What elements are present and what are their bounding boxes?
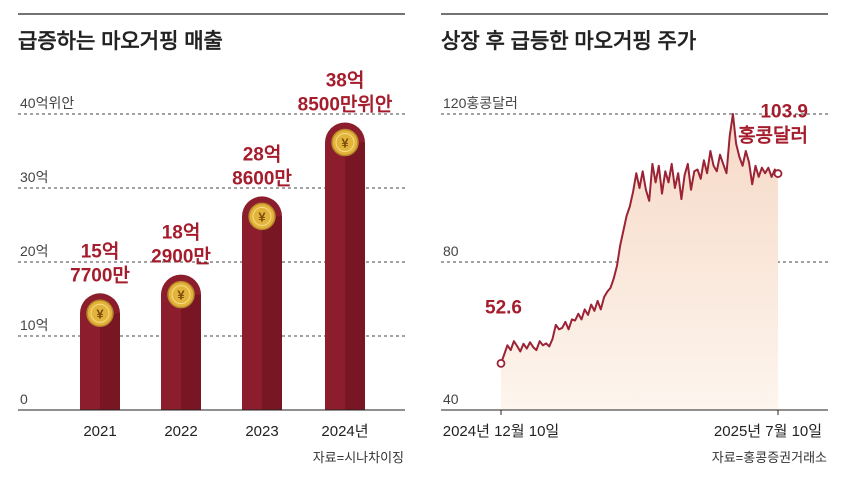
data-label-line1: 18억 [162, 222, 201, 244]
sales-y-tick-label: 40억위안 [20, 95, 74, 111]
yuan-coin-ring [335, 133, 355, 153]
stock-price-line [500, 113, 779, 364]
stock-source: 자료=홍콩증권거래소 [712, 450, 827, 465]
end-value-unit: 홍콩달러 [738, 124, 808, 147]
stock-chart-panel: 상장 후 급등한 마오거핑 주가 40 80 120홍콩달러 52.6 103.9 홍콩… [423, 0, 846, 480]
yuan-sign: ¥ [258, 209, 266, 224]
end-value-label: 103.9 [760, 102, 808, 123]
data-label-line2: 8600만 [232, 167, 292, 189]
sales-y-tick-label: 20억 [20, 243, 48, 259]
stock-price-area [501, 114, 778, 410]
data-label-line1: 28억 [243, 143, 282, 165]
data-label-line2: 2900만 [151, 246, 211, 268]
stock-price-chart: 상장 후 급등한 마오거핑 주가 40 80 120홍콩달러 52.6 103.9홍콩… [441, 13, 828, 465]
start-value-label: 52.6 [485, 297, 522, 318]
sales-chart-title: 급증하는 마오거핑 매출 [18, 30, 223, 53]
data-label-line2: 7700만 [70, 264, 130, 286]
yuan-coin-ring [252, 206, 272, 226]
x-tick-label: 2024년 [321, 423, 368, 440]
revenue-bar-shade [345, 142, 365, 410]
stock-y-tick-label: 80 [443, 243, 459, 259]
x-tick-label: 2023 [245, 423, 278, 440]
sales-y-tick-label: 0 [20, 391, 28, 407]
sales-bars: ¥ ¥ ¥ ¥ [80, 122, 365, 410]
yuan-sign: ¥ [341, 136, 349, 151]
sales-gridlines: 0 10억 20억 30억 40억위안 [18, 95, 405, 407]
revenue-bar-shade [100, 313, 120, 410]
start-point-marker [496, 358, 506, 368]
yuan-sign: ¥ [96, 306, 104, 321]
sales-y-tick-label: 10억 [20, 317, 48, 333]
x-tick-label: 2022 [164, 423, 197, 440]
sales-chart-panel: 급증하는 마오거핑 매출 0 10억 20억 30억 40억위안 ¥ ¥ ¥ ¥ 15억 770… [0, 0, 423, 480]
stock-x-tick-labels: 2024년 12월 10일 2025년 7월 10일 [443, 410, 822, 440]
stock-y-tick-label: 120홍콩달러 [443, 95, 518, 111]
data-label-line2: 8500만위안 [298, 94, 393, 116]
data-label-line1: 15억 [81, 240, 120, 262]
stock-chart-title: 상장 후 급등한 마오거핑 주가 [441, 29, 697, 53]
sales-y-tick-label: 30억 [20, 169, 48, 185]
sales-x-tick-labels: 2021 2022 2023 2024년 [83, 423, 368, 440]
stock-y-tick-label: 40 [443, 391, 459, 407]
x-tick-label: 2021 [83, 423, 116, 440]
sales-bar-chart: 급증하는 마오거핑 매출 0 10억 20억 30억 40억위안 ¥ ¥ ¥ ¥ 15억770… [18, 13, 405, 465]
end-point-marker [773, 169, 783, 178]
x-tick-label: 2024년 12월 10일 [443, 423, 559, 440]
revenue-bar-shade [262, 216, 282, 410]
yuan-coin-ring [90, 303, 110, 323]
data-label-line1: 38억 [326, 70, 365, 92]
yuan-coin-ring [171, 285, 191, 305]
yuan-sign: ¥ [177, 288, 185, 303]
x-tick-label: 2025년 7월 10일 [714, 423, 822, 440]
sales-source: 자료=시나차이징 [313, 450, 404, 465]
revenue-bar-shade [181, 294, 201, 410]
